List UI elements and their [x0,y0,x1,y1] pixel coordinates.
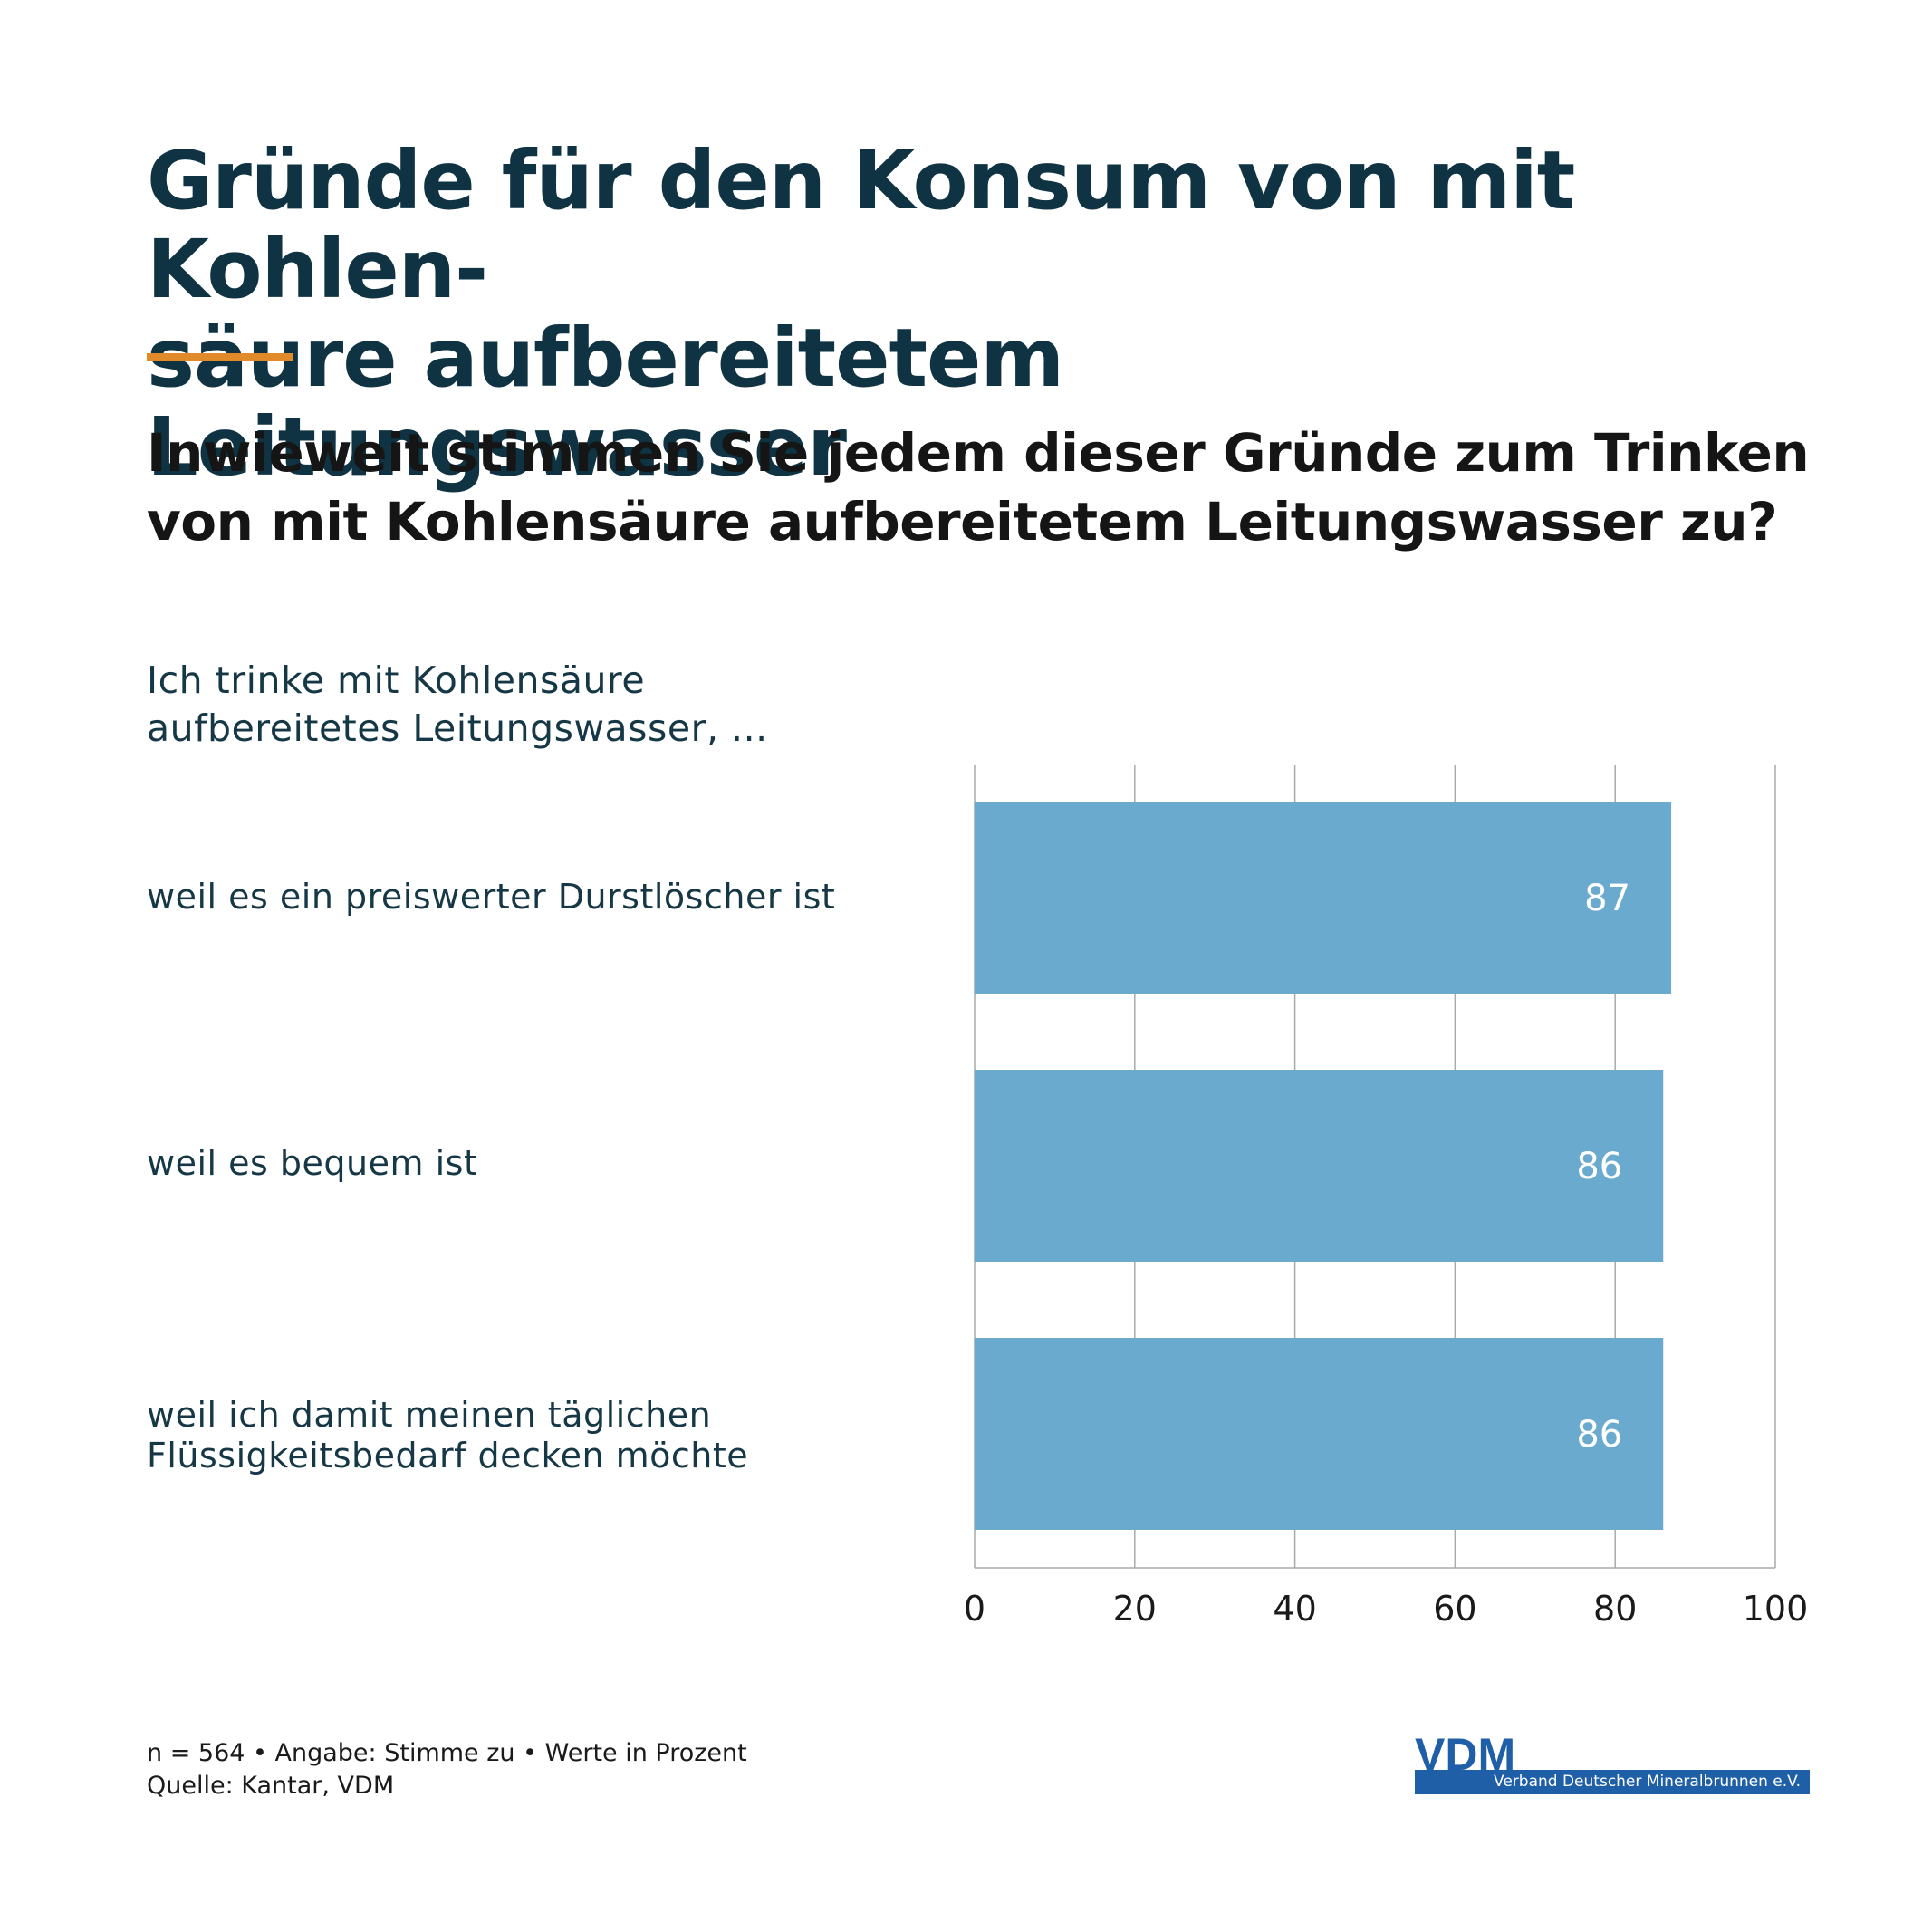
bar [975,1338,1664,1530]
x-tick-label: 40 [1273,1589,1316,1629]
statement-intro-line: Ich trinke mit Kohlensäure [147,658,646,702]
bar-value-label: 86 [1576,1414,1622,1456]
accent-rule [147,353,293,361]
x-tick-label: 80 [1593,1589,1637,1629]
bar-value-label: 86 [1576,1146,1622,1187]
vdm-logo-mark: VDM [1415,1729,1516,1780]
statement-intro-line: aufbereitetes Leitungswasser, ... [147,706,768,750]
page-title-line: säure aufbereitetem Leitungswasser [147,311,1064,494]
x-tick-label: 0 [964,1589,985,1629]
bar [975,802,1672,994]
statement-intro: Ich trinke mit Kohlensäure aufbereitetes… [147,657,768,753]
category-label: weil es ein preiswerter Durstlöscher ist [147,877,944,918]
x-tick-label: 100 [1743,1589,1809,1629]
category-label-line: weil es bequem ist [147,1143,478,1183]
question-line: Inwieweit stimmen Sie jedem dieser Gründ… [147,422,1810,484]
bar [975,1070,1664,1262]
question-subtitle: Inwieweit stimmen Sie jedem dieser Gründ… [147,418,1822,556]
x-tick-label: 20 [1113,1589,1157,1629]
category-label-line: weil es ein preiswerter Durstlöscher ist [147,877,836,917]
page-title: Gründe für den Konsum von mit Kohlen- sä… [147,136,1777,491]
footnote-sample-line: n = 564 • Angabe: Stimme zu • Werte in P… [147,1739,747,1767]
category-label: weil ich damit meinen täglichen Flüssigk… [147,1395,944,1476]
footnote: n = 564 • Angabe: Stimme zu • Werte in P… [147,1737,747,1802]
category-label: weil es bequem ist [147,1143,944,1184]
footnote-source-line: Quelle: Kantar, VDM [147,1772,395,1800]
page-title-line: Gründe für den Konsum von mit Kohlen- [147,133,1575,316]
vdm-logo-band: Verband Deutscher Mineralbrunnen e.V. [1415,1770,1810,1794]
x-tick-label: 60 [1433,1589,1476,1629]
question-line: von mit Kohlensäure aufbereitetem Leitun… [147,491,1778,553]
category-label-line: Flüssigkeitsbedarf decken möchte [147,1436,749,1475]
vdm-logo: VDM Verband Deutscher Mineralbrunnen e.V… [1415,1732,1810,1794]
vdm-logo-subtitle: Verband Deutscher Mineralbrunnen e.V. [1494,1773,1801,1791]
category-label-line: weil ich damit meinen täglichen [147,1395,712,1435]
bar-value-label: 87 [1584,878,1630,919]
